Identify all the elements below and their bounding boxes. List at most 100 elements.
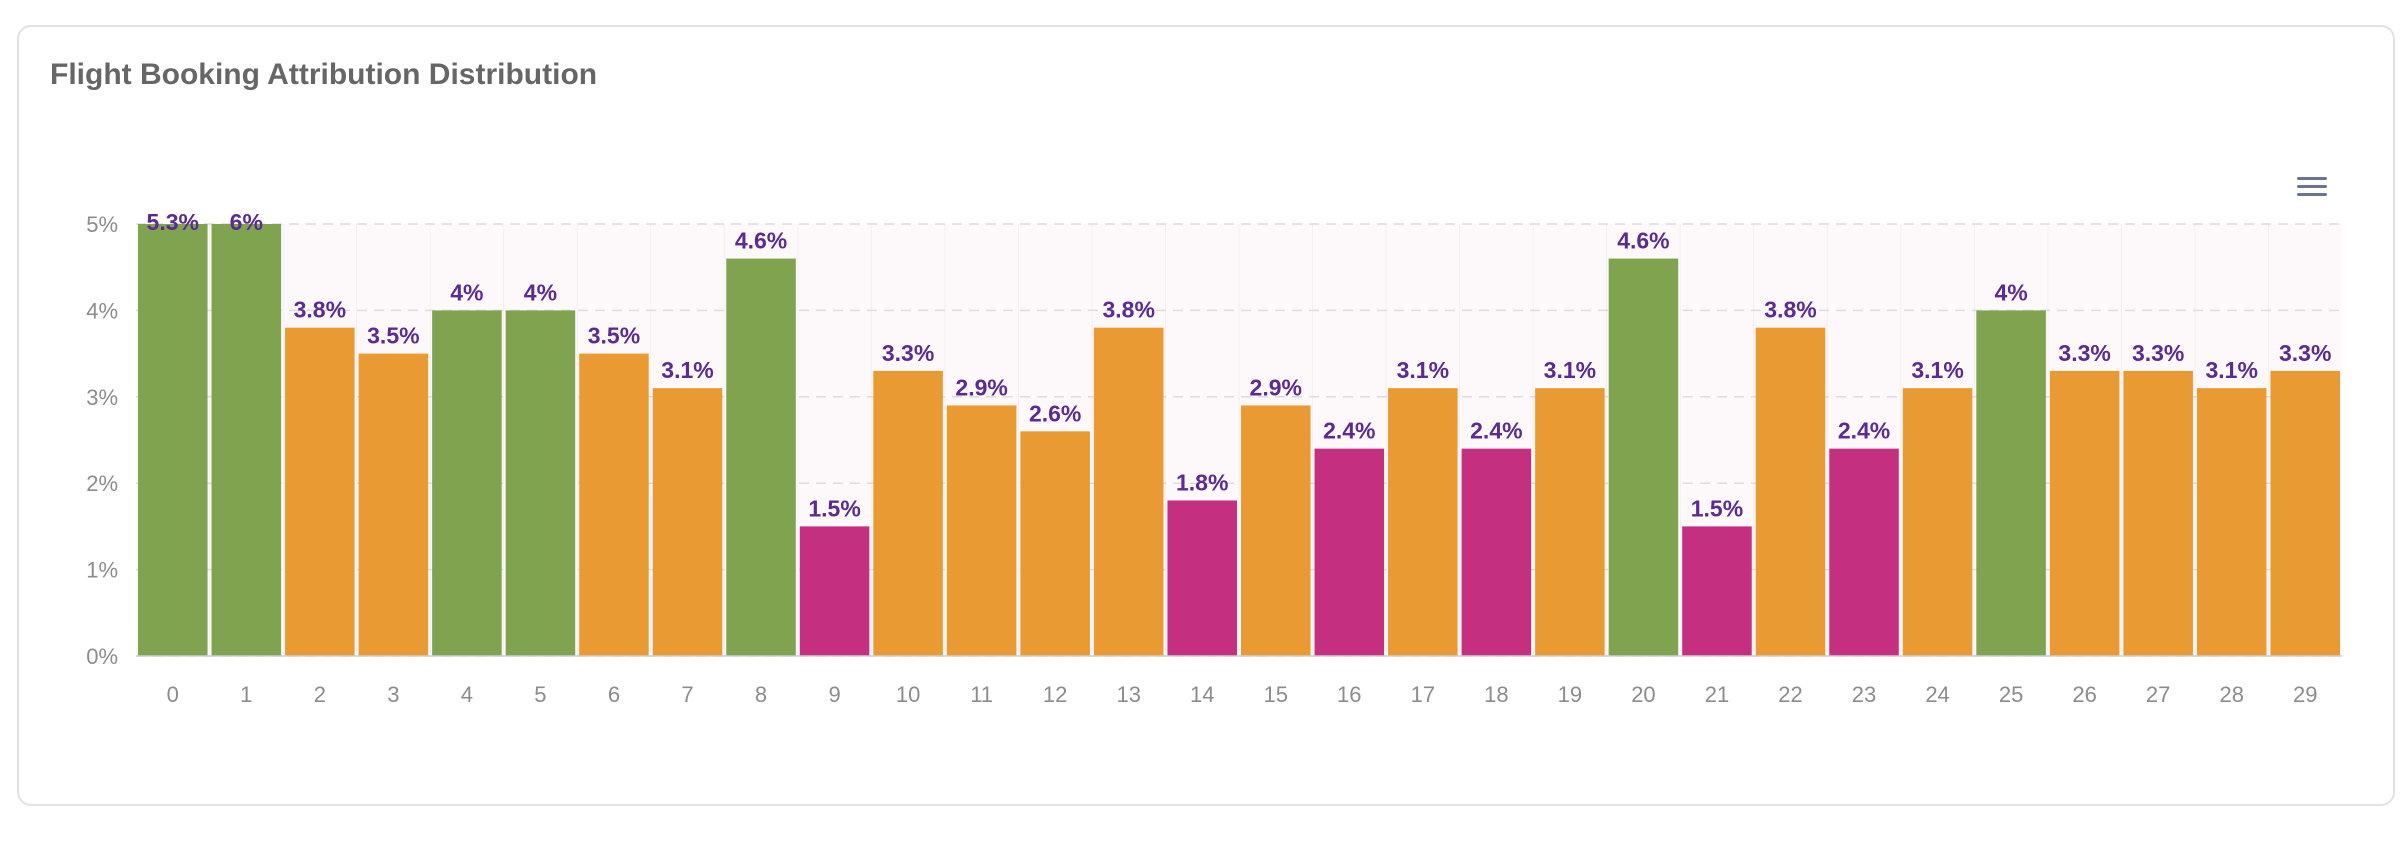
data-label: 3.8%	[1102, 297, 1154, 323]
x-tick-label: 2	[314, 682, 326, 707]
x-tick-label: 21	[1705, 682, 1729, 707]
chart-menu-button[interactable]	[2290, 172, 2340, 210]
x-tick-label: 11	[970, 682, 993, 707]
x-tick-label: 4	[461, 682, 473, 707]
x-tick-label: 6	[608, 682, 620, 707]
data-label: 3.1%	[1544, 357, 1596, 383]
data-label: 4.6%	[735, 228, 787, 254]
y-tick-label: 0%	[86, 644, 118, 669]
x-tick-label: 13	[1116, 682, 1140, 707]
bar[interactable]	[1902, 388, 1973, 656]
bar[interactable]	[726, 258, 796, 656]
x-tick-label: 24	[1925, 682, 1949, 707]
bar[interactable]	[285, 327, 355, 656]
x-tick-label: 28	[2219, 682, 2243, 707]
bar[interactable]	[1976, 310, 2046, 656]
x-tick-label: 17	[1411, 682, 1435, 707]
x-tick-label: 27	[2146, 682, 2170, 707]
data-label: 3.1%	[1911, 357, 1963, 383]
bar[interactable]	[1093, 327, 1164, 656]
x-tick-label: 22	[1778, 682, 1802, 707]
bar[interactable]	[138, 224, 208, 656]
y-tick-label: 5%	[86, 212, 118, 237]
data-label: 4%	[1994, 279, 2027, 305]
data-label: 3.1%	[661, 357, 713, 383]
x-tick-label: 0	[167, 682, 179, 707]
bar[interactable]	[579, 353, 649, 656]
bar[interactable]	[1020, 431, 1090, 656]
bar[interactable]	[1829, 448, 1899, 656]
bar[interactable]	[1608, 258, 1679, 656]
hamburger-menu-icon-line	[2297, 193, 2327, 196]
data-label: 2.4%	[1323, 418, 1375, 444]
x-tick-label: 14	[1190, 682, 1214, 707]
bar[interactable]	[873, 370, 943, 656]
data-label: 4%	[450, 279, 483, 305]
bar[interactable]	[1535, 388, 1605, 656]
x-tick-label: 12	[1043, 682, 1067, 707]
data-label: 4.6%	[1617, 228, 1669, 254]
data-label: 3.3%	[2058, 340, 2110, 366]
bar[interactable]	[432, 310, 502, 656]
data-label: 2.4%	[1838, 418, 1890, 444]
data-label: 3.5%	[588, 323, 640, 349]
bar[interactable]	[1755, 327, 1826, 656]
data-label: 2.6%	[1029, 400, 1081, 426]
x-tick-label: 1	[240, 682, 252, 707]
chart-title: Flight Booking Attribution Distribution	[50, 58, 598, 91]
data-label: 3.3%	[2279, 340, 2331, 366]
y-tick-label: 2%	[86, 471, 118, 496]
bar[interactable]	[1461, 448, 1532, 656]
bar[interactable]	[1388, 388, 1458, 656]
data-label: 2.4%	[1470, 418, 1522, 444]
data-label: 3.1%	[1397, 357, 1449, 383]
data-label: 1.5%	[1691, 495, 1743, 521]
data-label: 3.1%	[2205, 357, 2257, 383]
x-tick-label: 10	[896, 682, 920, 707]
x-tick-label: 15	[1264, 682, 1288, 707]
x-tick-label: 20	[1631, 682, 1655, 707]
x-tick-label: 5	[534, 682, 546, 707]
hamburger-menu-icon	[2297, 177, 2327, 180]
x-tick-label: 25	[1999, 682, 2023, 707]
y-tick-label: 1%	[86, 558, 118, 583]
x-tick-label: 18	[1484, 682, 1508, 707]
bar[interactable]	[2270, 370, 2340, 656]
bar[interactable]	[2123, 370, 2193, 656]
x-tick-label: 9	[828, 682, 840, 707]
x-tick-label: 26	[2072, 682, 2096, 707]
x-tick-label: 7	[681, 682, 693, 707]
bar[interactable]	[2196, 388, 2267, 656]
bar[interactable]	[211, 224, 282, 656]
bar[interactable]	[1241, 405, 1311, 656]
bar[interactable]	[652, 388, 723, 656]
bar[interactable]	[505, 310, 576, 656]
data-label: 2.9%	[1250, 374, 1302, 400]
data-label: 3.8%	[1764, 297, 1816, 323]
y-tick-label: 4%	[86, 298, 118, 323]
data-label: 1.8%	[1176, 469, 1228, 495]
x-tick-label: 29	[2293, 682, 2317, 707]
data-label: 3.5%	[367, 323, 419, 349]
bar[interactable]	[799, 526, 870, 656]
data-label: 5.3%	[147, 209, 199, 235]
data-label: 4%	[524, 279, 557, 305]
bar[interactable]	[358, 353, 429, 656]
data-label: 6%	[230, 209, 263, 235]
bar[interactable]	[1314, 448, 1385, 656]
bar[interactable]	[946, 405, 1017, 656]
hamburger-menu-icon-line	[2297, 185, 2327, 188]
bar[interactable]	[1682, 526, 1752, 656]
x-tick-label: 16	[1337, 682, 1361, 707]
x-tick-label: 23	[1852, 682, 1876, 707]
bar[interactable]	[1167, 500, 1237, 656]
x-tick-label: 19	[1558, 682, 1582, 707]
data-label: 3.3%	[2132, 340, 2184, 366]
y-tick-label: 3%	[86, 385, 118, 410]
data-label: 2.9%	[955, 374, 1007, 400]
data-label: 1.5%	[808, 495, 860, 521]
data-label: 3.3%	[882, 340, 934, 366]
x-tick-label: 3	[387, 682, 399, 707]
bar[interactable]	[2049, 370, 2120, 656]
